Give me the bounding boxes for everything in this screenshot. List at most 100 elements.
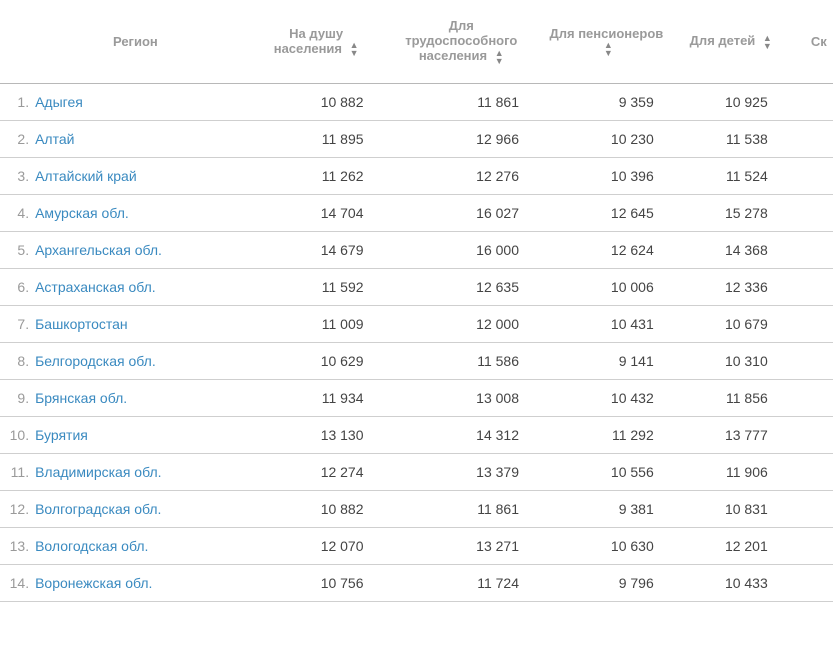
region-link[interactable]: Бурятия [35, 427, 88, 443]
value-cell: 10 882 [249, 83, 384, 120]
col-header-partial[interactable]: Ск [788, 0, 833, 83]
value-cell: 11 861 [384, 490, 539, 527]
table-body: 1.Адыгея10 88211 8619 35910 9252.Алтай11… [0, 83, 833, 601]
row-index: 7. [0, 305, 31, 342]
row-name-cell: Астраханская обл. [31, 268, 249, 305]
col-header-region-label: Регион [113, 34, 158, 49]
region-link[interactable]: Владимирская обл. [35, 464, 161, 480]
col-header-children[interactable]: Для детей ▲▼ [674, 0, 788, 83]
value-cell: 10 006 [539, 268, 674, 305]
table-row: 6.Астраханская обл.11 59212 63510 00612 … [0, 268, 833, 305]
value-cell: 12 336 [674, 268, 788, 305]
value-cell [788, 564, 833, 601]
value-cell: 12 274 [249, 453, 384, 490]
col-header-per-capita-label: На душу населения [274, 26, 343, 56]
col-header-working[interactable]: Для трудоспособного населения ▲▼ [384, 0, 539, 83]
row-name-cell: Башкортостан [31, 305, 249, 342]
region-link[interactable]: Башкортостан [35, 316, 128, 332]
table-row: 3.Алтайский край11 26212 27610 39611 524 [0, 157, 833, 194]
row-name-cell: Волгоградская обл. [31, 490, 249, 527]
value-cell [788, 268, 833, 305]
table-container: Регион На душу населения ▲▼ Для трудоспо… [0, 0, 833, 602]
region-link[interactable]: Воронежская обл. [35, 575, 152, 591]
value-cell: 14 704 [249, 194, 384, 231]
row-name-cell: Брянская обл. [31, 379, 249, 416]
region-link[interactable]: Волгоградская обл. [35, 501, 161, 517]
row-index: 1. [0, 83, 31, 120]
table-row: 1.Адыгея10 88211 8619 35910 925 [0, 83, 833, 120]
value-cell: 12 070 [249, 527, 384, 564]
value-cell: 10 679 [674, 305, 788, 342]
table-row: 10.Бурятия13 13014 31211 29213 777 [0, 416, 833, 453]
row-name-cell: Алтай [31, 120, 249, 157]
value-cell: 14 679 [249, 231, 384, 268]
region-link[interactable]: Белгородская обл. [35, 353, 156, 369]
table-row: 7.Башкортостан11 00912 00010 43110 679 [0, 305, 833, 342]
row-index: 14. [0, 564, 31, 601]
value-cell: 10 630 [539, 527, 674, 564]
table-row: 12.Волгоградская обл.10 88211 8619 38110… [0, 490, 833, 527]
value-cell [788, 120, 833, 157]
region-link[interactable]: Амурская обл. [35, 205, 129, 221]
value-cell: 10 556 [539, 453, 674, 490]
value-cell [788, 194, 833, 231]
row-name-cell: Алтайский край [31, 157, 249, 194]
value-cell: 10 433 [674, 564, 788, 601]
value-cell: 11 724 [384, 564, 539, 601]
value-cell [788, 83, 833, 120]
row-name-cell: Воронежская обл. [31, 564, 249, 601]
value-cell: 11 895 [249, 120, 384, 157]
region-link[interactable]: Архангельская обл. [35, 242, 162, 258]
value-cell: 10 629 [249, 342, 384, 379]
value-cell: 12 966 [384, 120, 539, 157]
table-row: 2.Алтай11 89512 96610 23011 538 [0, 120, 833, 157]
col-header-partial-label: Ск [811, 34, 827, 49]
table-row: 8.Белгородская обл.10 62911 5869 14110 3… [0, 342, 833, 379]
table-row: 14.Воронежская обл.10 75611 7249 79610 4… [0, 564, 833, 601]
value-cell: 10 310 [674, 342, 788, 379]
col-header-per-capita[interactable]: На душу населения ▲▼ [249, 0, 384, 83]
value-cell: 13 008 [384, 379, 539, 416]
value-cell [788, 416, 833, 453]
value-cell: 9 381 [539, 490, 674, 527]
region-link[interactable]: Адыгея [35, 94, 83, 110]
value-cell: 13 271 [384, 527, 539, 564]
region-link[interactable]: Алтайский край [35, 168, 137, 184]
sort-icon[interactable]: ▲▼ [495, 49, 504, 65]
row-name-cell: Бурятия [31, 416, 249, 453]
value-cell: 9 359 [539, 83, 674, 120]
region-link[interactable]: Вологодская обл. [35, 538, 148, 554]
value-cell: 11 524 [674, 157, 788, 194]
col-header-pensioners[interactable]: Для пенсионеров ▲▼ [539, 0, 674, 83]
data-table: Регион На душу населения ▲▼ Для трудоспо… [0, 0, 833, 602]
value-cell [788, 527, 833, 564]
region-link[interactable]: Брянская обл. [35, 390, 127, 406]
table-row: 4.Амурская обл.14 70416 02712 64515 278 [0, 194, 833, 231]
col-header-region[interactable]: Регион [0, 0, 249, 83]
sort-icon[interactable]: ▲▼ [604, 41, 613, 57]
value-cell: 11 906 [674, 453, 788, 490]
row-name-cell: Владимирская обл. [31, 453, 249, 490]
value-cell: 10 396 [539, 157, 674, 194]
value-cell [788, 157, 833, 194]
col-header-pensioners-label: Для пенсионеров [549, 26, 663, 41]
region-link[interactable]: Астраханская обл. [35, 279, 156, 295]
sort-icon[interactable]: ▲▼ [350, 41, 359, 57]
header-row: Регион На душу населения ▲▼ Для трудоспо… [0, 0, 833, 83]
region-link[interactable]: Алтай [35, 131, 74, 147]
value-cell: 16 027 [384, 194, 539, 231]
value-cell: 11 538 [674, 120, 788, 157]
value-cell: 9 141 [539, 342, 674, 379]
value-cell: 13 130 [249, 416, 384, 453]
table-row: 5.Архангельская обл.14 67916 00012 62414… [0, 231, 833, 268]
row-index: 12. [0, 490, 31, 527]
sort-icon[interactable]: ▲▼ [763, 34, 772, 50]
row-name-cell: Вологодская обл. [31, 527, 249, 564]
value-cell: 14 312 [384, 416, 539, 453]
row-name-cell: Амурская обл. [31, 194, 249, 231]
row-index: 13. [0, 527, 31, 564]
value-cell [788, 305, 833, 342]
row-name-cell: Архангельская обл. [31, 231, 249, 268]
value-cell: 15 278 [674, 194, 788, 231]
value-cell: 14 368 [674, 231, 788, 268]
